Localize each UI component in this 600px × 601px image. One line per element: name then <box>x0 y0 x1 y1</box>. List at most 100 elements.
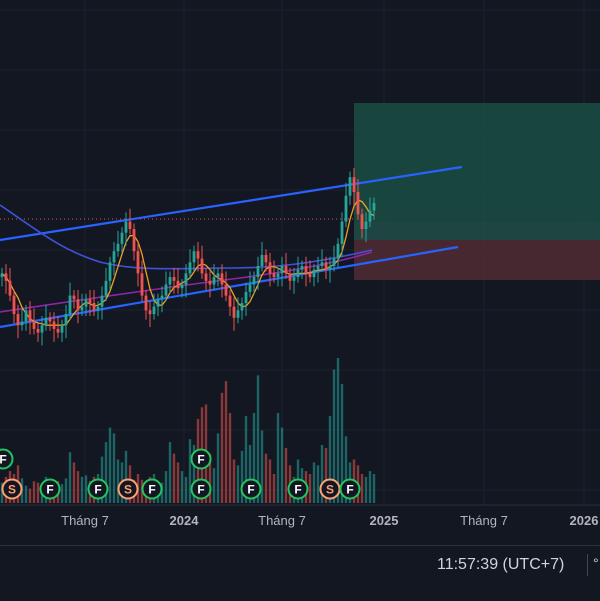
stop-zone[interactable] <box>354 240 600 280</box>
candle-body <box>140 273 144 296</box>
volume-bar <box>236 465 240 503</box>
candle-body <box>180 284 184 289</box>
candle-body <box>348 177 352 196</box>
candle-body <box>232 306 236 318</box>
candle-body <box>32 321 36 329</box>
time-axis-label: 2024 <box>170 513 200 528</box>
candle-body <box>16 314 20 326</box>
marker-label: S <box>124 483 132 497</box>
candle-body <box>12 295 16 315</box>
candle-body <box>312 269 316 278</box>
financial-marker[interactable]: F <box>141 478 163 500</box>
volume-bar <box>240 450 244 503</box>
financial-marker[interactable]: F <box>287 478 309 500</box>
financial-marker[interactable]: F <box>39 478 61 500</box>
candle-body <box>128 221 132 229</box>
candle-body <box>96 306 100 311</box>
candle-body <box>328 266 332 270</box>
candle-body <box>168 277 172 285</box>
marker-label: F <box>197 483 204 497</box>
volume-bar <box>76 471 80 503</box>
clock-readout[interactable]: 11:57:39 (UTC+7) <box>437 556 565 573</box>
split-marker[interactable]: S <box>1 478 23 500</box>
marker-circle <box>0 448 14 470</box>
candle-body <box>24 310 28 322</box>
candle-body <box>324 262 328 270</box>
financial-marker[interactable]: F <box>190 448 212 470</box>
candle-body <box>60 325 64 333</box>
candle-body <box>272 273 276 278</box>
ma-slow-line <box>0 204 373 270</box>
candle-body <box>320 262 324 266</box>
financial-marker[interactable]: F <box>87 478 109 500</box>
entry-band <box>354 222 600 240</box>
volume-bar <box>336 358 340 503</box>
candle-body <box>132 229 136 252</box>
time-axis-label: 2025 <box>370 513 399 528</box>
candle-body <box>296 269 300 278</box>
status-bar: 11:57:39 (UTC+7) ° <box>0 545 600 601</box>
candle-body <box>192 251 196 263</box>
target-zone[interactable] <box>354 103 600 222</box>
split-marker[interactable]: S <box>117 478 139 500</box>
financial-marker[interactable]: F <box>339 478 361 500</box>
volume-bar <box>284 447 288 503</box>
volume-bar <box>216 433 220 503</box>
volume-bar <box>224 381 228 503</box>
candle-body <box>216 273 220 278</box>
volume-bar <box>264 453 268 503</box>
financial-marker[interactable]: F <box>190 478 212 500</box>
candle-body <box>8 280 12 296</box>
volume-bar <box>176 462 180 503</box>
volume-bar <box>208 453 212 503</box>
candle-body <box>256 266 260 278</box>
marker-circle <box>87 478 109 500</box>
candle-body <box>176 280 180 289</box>
candle-body <box>360 214 364 229</box>
marker-circle <box>190 478 212 500</box>
candle-body <box>196 251 200 259</box>
marker-label: F <box>46 483 53 497</box>
ma-fast-line <box>1 199 375 326</box>
candle-body <box>220 273 224 285</box>
marker-circle <box>117 478 139 500</box>
candle-body <box>288 273 292 281</box>
candle-body <box>0 273 4 278</box>
volume-bar <box>32 481 36 503</box>
candle-body <box>108 262 112 281</box>
candle-body <box>356 192 360 215</box>
marker-label: F <box>247 483 254 497</box>
volume-bar <box>316 465 320 503</box>
candle-body <box>40 325 44 333</box>
volume-bar <box>368 471 372 503</box>
marker-label: F <box>197 453 204 467</box>
candle-body <box>184 273 188 285</box>
candle-body <box>92 303 96 311</box>
candle-body <box>316 266 320 270</box>
volume-bar <box>104 442 108 503</box>
volume-bar <box>360 474 364 503</box>
volume-bar <box>64 478 68 503</box>
candle-body <box>244 291 248 303</box>
volume-bar <box>116 459 120 503</box>
status-divider <box>587 554 588 576</box>
candle-body <box>276 273 280 278</box>
candle-body <box>344 195 348 222</box>
event-markers[interactable]: FSFFSFFFFFFSF <box>0 448 361 500</box>
position-zones[interactable] <box>0 103 600 280</box>
settings-icon[interactable]: ° <box>593 555 599 571</box>
financial-marker[interactable]: F <box>240 478 262 500</box>
candle-body <box>200 258 204 274</box>
marker-label: F <box>0 453 7 467</box>
marker-circle <box>287 478 309 500</box>
volume-bar <box>112 433 116 503</box>
volume-bar <box>28 488 32 503</box>
split-marker[interactable]: S <box>319 478 341 500</box>
candle-body <box>88 299 92 303</box>
financial-marker[interactable]: F <box>0 448 14 470</box>
volume-bar <box>124 450 128 503</box>
candle-body <box>284 266 288 274</box>
volume-bar <box>192 445 196 503</box>
